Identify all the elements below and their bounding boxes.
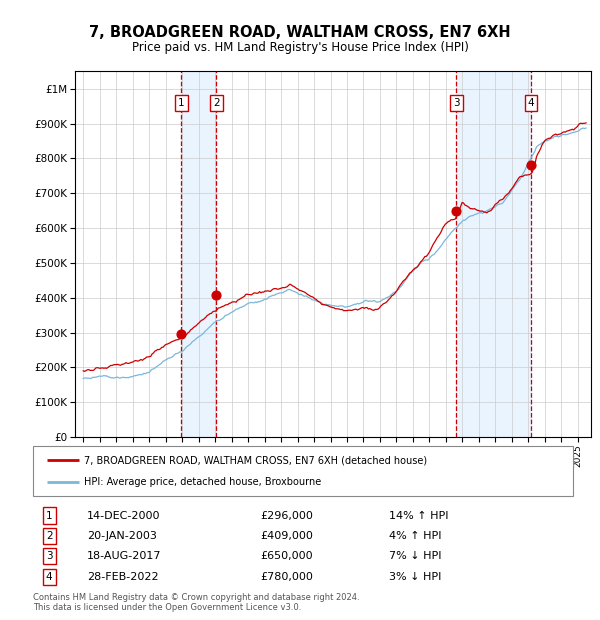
Text: 7, BROADGREEN ROAD, WALTHAM CROSS, EN7 6XH: 7, BROADGREEN ROAD, WALTHAM CROSS, EN7 6…: [89, 25, 511, 40]
Text: 7% ↓ HPI: 7% ↓ HPI: [389, 551, 442, 561]
Point: [211, 290, 221, 299]
FancyBboxPatch shape: [33, 446, 573, 496]
Text: £296,000: £296,000: [260, 511, 313, 521]
Text: 4: 4: [46, 572, 53, 582]
Text: 18-AUG-2017: 18-AUG-2017: [87, 551, 161, 561]
Text: £650,000: £650,000: [260, 551, 313, 561]
Text: 14-DEC-2000: 14-DEC-2000: [87, 511, 161, 521]
Text: 20-JAN-2003: 20-JAN-2003: [87, 531, 157, 541]
Point: [526, 161, 536, 171]
Point: [176, 329, 186, 339]
Point: [452, 206, 461, 216]
Text: This data is licensed under the Open Government Licence v3.0.: This data is licensed under the Open Gov…: [33, 603, 301, 612]
Text: 7, BROADGREEN ROAD, WALTHAM CROSS, EN7 6XH (detached house): 7, BROADGREEN ROAD, WALTHAM CROSS, EN7 6…: [84, 455, 427, 465]
Text: 2: 2: [46, 531, 53, 541]
Text: £780,000: £780,000: [260, 572, 313, 582]
Text: £409,000: £409,000: [260, 531, 313, 541]
Text: HPI: Average price, detached house, Broxbourne: HPI: Average price, detached house, Brox…: [84, 477, 322, 487]
Bar: [181, 71, 216, 437]
Text: 3: 3: [46, 551, 53, 561]
Text: 3% ↓ HPI: 3% ↓ HPI: [389, 572, 442, 582]
Text: 28-FEB-2022: 28-FEB-2022: [87, 572, 158, 582]
Text: Contains HM Land Registry data © Crown copyright and database right 2024.: Contains HM Land Registry data © Crown c…: [33, 593, 359, 602]
Text: 14% ↑ HPI: 14% ↑ HPI: [389, 511, 449, 521]
Bar: [457, 71, 531, 437]
Text: 1: 1: [46, 511, 53, 521]
Text: 2: 2: [213, 98, 220, 108]
Text: 4: 4: [527, 98, 535, 108]
Text: 3: 3: [453, 98, 460, 108]
Text: Price paid vs. HM Land Registry's House Price Index (HPI): Price paid vs. HM Land Registry's House …: [131, 41, 469, 54]
Text: 1: 1: [178, 98, 185, 108]
Text: 4% ↑ HPI: 4% ↑ HPI: [389, 531, 442, 541]
